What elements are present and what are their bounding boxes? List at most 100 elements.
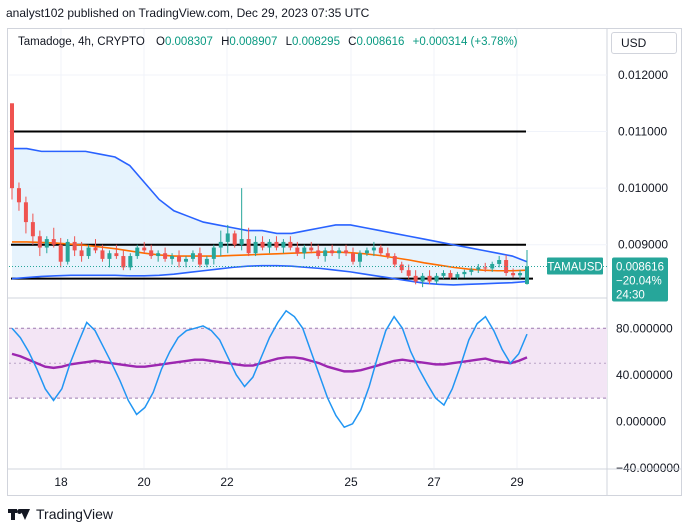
candle-body [197, 253, 202, 265]
symbol-tag-text: TAMAUSD [547, 261, 602, 273]
oscillator-fast-line [11, 309, 528, 429]
chart-frame [7, 28, 682, 496]
x-tick-label: 25 [344, 475, 358, 489]
brand-name: TradingView [36, 506, 114, 522]
close-value: 0.008616 [356, 36, 405, 48]
candle-body [149, 250, 154, 257]
time-axis: 18 20 22 25 27 29 [8, 468, 681, 489]
badge-price: 0.008616 [616, 261, 664, 273]
candle-body [183, 258, 188, 262]
low-label: L [285, 36, 292, 48]
candle-body [281, 241, 286, 248]
y-tick-label: 0.009000 [618, 238, 668, 252]
candle-body [58, 244, 63, 262]
footer-brand[interactable]: TradingView [8, 506, 113, 522]
candle-body [260, 241, 265, 248]
candle-body [232, 233, 237, 245]
candle-body [86, 247, 91, 257]
candle-body [288, 241, 293, 248]
candle-body [309, 247, 314, 251]
candle-body [156, 253, 161, 257]
candle-body [44, 239, 49, 248]
x-tick-label: 18 [54, 475, 68, 489]
bollinger-upper-line [12, 147, 528, 263]
candle-body [79, 250, 84, 257]
candle-body [135, 247, 140, 257]
y-tick-label: 0.010000 [618, 181, 668, 195]
candle-body [128, 256, 133, 268]
candle-body [267, 241, 272, 248]
candle-body [100, 250, 105, 259]
candle-body [378, 247, 383, 254]
currency-button[interactable]: USD [611, 32, 677, 54]
candle-body [211, 247, 216, 259]
publisher-caption: analyst102 published on TradingView.com,… [6, 6, 370, 20]
candle-body [364, 250, 369, 254]
candle-body [337, 250, 342, 254]
candle-body [225, 233, 230, 242]
candle-body [497, 260, 502, 264]
osc-tick-label: 40.000000 [616, 368, 673, 382]
low-value: 0.008295 [292, 36, 340, 48]
candle-body [427, 275, 432, 282]
candle-body [246, 239, 251, 254]
candle-body [511, 273, 516, 276]
osc-tick-label: 80.000000 [616, 321, 673, 335]
y-tick-label: 0.012000 [618, 68, 668, 82]
candle-body [469, 269, 474, 272]
x-tick-label: 27 [427, 475, 441, 489]
candle-body [462, 271, 467, 275]
bollinger-fill [12, 148, 527, 285]
candle-body [385, 253, 390, 257]
candle-body [37, 236, 42, 248]
bollinger-area [12, 148, 527, 285]
candle-body [107, 253, 112, 259]
badge-change: −20.04% [616, 275, 662, 287]
candle-body [420, 275, 425, 282]
candle-body [476, 267, 481, 270]
candle-body [65, 241, 70, 262]
candle-body [177, 256, 182, 262]
candle-body [406, 270, 411, 276]
candle-body [163, 253, 168, 259]
candle-body [10, 103, 14, 189]
ohlc-legend: Tamadoge, 4h, CRYPTO O0.008307 H0.008907… [18, 36, 518, 48]
bollinger-lines [11, 147, 528, 286]
y-tick-label: 0.011000 [618, 125, 667, 139]
candles [10, 103, 529, 288]
high-value: 0.008907 [229, 36, 278, 48]
candle-body [351, 253, 356, 262]
candle-body [295, 247, 300, 254]
candle-body [23, 202, 28, 223]
candle-body [93, 247, 98, 251]
bollinger-lower-line [11, 264, 528, 286]
candle-body [253, 241, 258, 254]
high-label: H [221, 36, 230, 48]
candle-body [525, 266, 529, 284]
oscillator-pane [9, 309, 607, 429]
symbol-tag [547, 257, 603, 275]
change-value: +0.000314 (+3.78%) [412, 36, 518, 48]
candle-body [51, 239, 56, 245]
candle-body [204, 258, 209, 265]
tradingview-logo-icon [8, 507, 30, 521]
badge-countdown: 24:30 [616, 289, 645, 301]
close-label: C [348, 36, 357, 48]
price-axis: 0.012000 0.011000 0.010000 0.009000 [618, 68, 668, 252]
oscillator-axis: 80.000000 40.000000 0.000000 −40.000000 [616, 321, 680, 475]
candle-body [344, 250, 349, 254]
osc-tick-label: −40.000000 [616, 461, 680, 475]
candle-body [121, 256, 126, 268]
candle-body [399, 264, 404, 271]
candle-body [274, 241, 279, 248]
candle-body [142, 247, 147, 251]
bollinger-basis-line [12, 241, 528, 272]
candle-body [16, 188, 21, 203]
x-tick-label: 29 [510, 475, 524, 489]
candle-body [455, 274, 460, 278]
open-value: 0.008307 [164, 36, 213, 48]
candle-body [504, 260, 509, 274]
candle-body [518, 273, 523, 276]
candle-body [434, 275, 439, 282]
